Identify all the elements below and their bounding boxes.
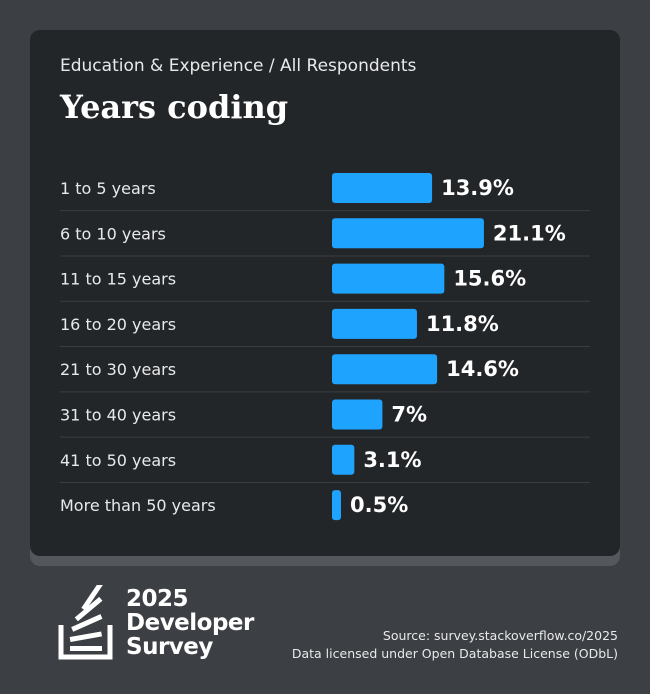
category-label: 1 to 5 years <box>60 179 156 198</box>
bar <box>332 173 433 203</box>
value-label: 3.1% <box>363 448 421 472</box>
bar <box>332 218 484 249</box>
stackoverflow-logo-icon <box>58 585 113 660</box>
value-label: 11.8% <box>426 312 499 336</box>
bar <box>332 308 417 339</box>
chart-title: Years coding <box>60 88 289 126</box>
value-label: 13.9% <box>441 176 514 200</box>
value-label: 7% <box>391 403 427 427</box>
brand-wordmark: 2025 Developer Survey <box>126 587 254 659</box>
category-label: 21 to 30 years <box>60 360 176 379</box>
bar <box>332 263 445 294</box>
value-label: 15.6% <box>453 267 526 291</box>
brand-line2: Developer <box>126 610 254 636</box>
chart-card: Education & Experience / All Respondents… <box>30 30 620 556</box>
bar <box>332 354 438 385</box>
chart-subtitle: Education & Experience / All Respondents <box>60 56 417 76</box>
category-label: 6 to 10 years <box>60 224 166 243</box>
value-label: 14.6% <box>446 357 519 381</box>
bar <box>332 399 383 430</box>
category-label: 16 to 20 years <box>60 315 176 334</box>
source-text: Source: survey.stackoverflow.co/2025 <box>382 628 618 643</box>
bar <box>332 444 355 475</box>
brand-year: 2025 <box>126 586 189 612</box>
footer: Source: survey.stackoverflow.co/2025 Dat… <box>292 627 618 663</box>
license-text: Data licensed under Open Database Licens… <box>291 646 618 661</box>
category-label: More than 50 years <box>60 496 216 515</box>
category-label: 11 to 15 years <box>60 270 176 289</box>
value-label: 0.5% <box>350 493 408 517</box>
category-label: 31 to 40 years <box>60 406 176 425</box>
bar <box>332 490 341 521</box>
category-label: 41 to 50 years <box>60 451 176 470</box>
value-label: 21.1% <box>493 221 566 245</box>
brand-line3: Survey <box>126 634 213 660</box>
